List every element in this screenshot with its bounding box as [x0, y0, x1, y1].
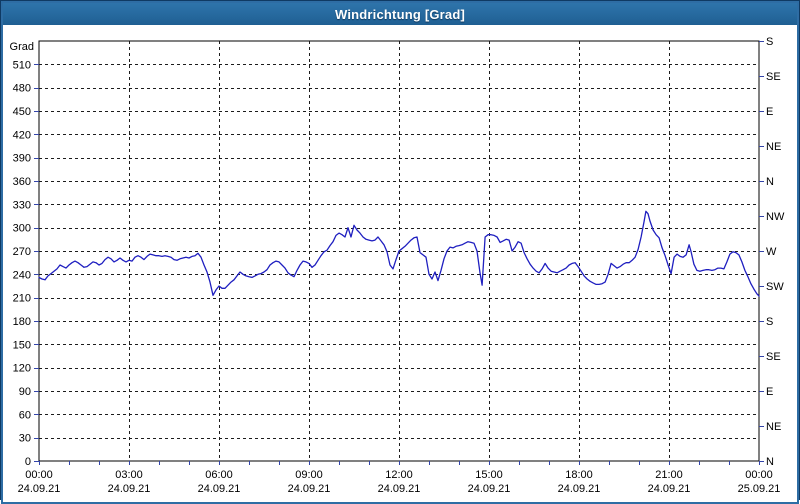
wind-direction-chart: 0 30 60 90 120 150 180 210 240 270 300 330 360 390 420…	[10, 36, 785, 495]
window-titlebar: Windrichtung [Grad]	[3, 3, 797, 25]
y-tick-label: 450	[13, 106, 31, 118]
compass-label: N	[766, 456, 774, 468]
compass-label: NE	[766, 421, 781, 433]
y-tick-label: 240	[13, 269, 31, 281]
x-tick-date-label: 24.09.21	[18, 483, 61, 495]
x-tick-date-label: 24.09.21	[378, 483, 421, 495]
x-tick-date-label: 24.09.21	[468, 483, 511, 495]
x-tick-date-label: 24.09.21	[288, 483, 331, 495]
compass-label: N	[766, 176, 774, 188]
y-tick-label: 120	[13, 363, 31, 375]
x-axis-labels: 00:00 24.09.21 03:00 24.09.21 06:00 24.09.21 0…	[18, 469, 781, 495]
tick-marks	[34, 41, 764, 465]
y-tick-label: 270	[13, 246, 31, 258]
x-tick-time-label: 15:00	[475, 469, 503, 481]
y-tick-label: 390	[13, 153, 31, 165]
x-tick-time-label: 21:00	[655, 469, 683, 481]
compass-label: SE	[766, 71, 781, 83]
y-axis-right-labels: S SE E NE N NW W SW S SE E NE N	[766, 36, 785, 468]
compass-label: W	[766, 246, 777, 258]
compass-label: NW	[766, 211, 785, 223]
y-tick-label: 180	[13, 316, 31, 328]
x-tick-time-label: 00:00	[745, 469, 773, 481]
y-tick-label: 150	[13, 339, 31, 351]
compass-label: SW	[766, 281, 784, 293]
x-tick-time-label: 18:00	[565, 469, 593, 481]
x-tick-date-label: 24.09.21	[648, 483, 691, 495]
y-axis-left-labels: 0 30 60 90 120 150 180 210 240 270 300 330 360 390 420…	[10, 41, 34, 468]
y-tick-label: 90	[19, 386, 31, 398]
x-tick-time-label: 00:00	[25, 469, 53, 481]
wind-direction-line	[38, 210, 760, 297]
x-tick-date-label: 25.09.21	[738, 483, 781, 495]
y-axis-unit-label: Grad	[10, 41, 34, 53]
y-tick-label: 510	[13, 59, 31, 71]
y-tick-label: 420	[13, 129, 31, 141]
y-tick-label: 210	[13, 293, 31, 305]
x-tick-date-label: 24.09.21	[558, 483, 601, 495]
x-tick-date-label: 24.09.21	[198, 483, 241, 495]
x-tick-time-label: 12:00	[385, 469, 413, 481]
compass-label: S	[766, 316, 773, 328]
compass-label: E	[766, 386, 773, 398]
x-tick-date-label: 24.09.21	[108, 483, 151, 495]
x-tick-time-label: 06:00	[205, 469, 233, 481]
y-tick-label: 300	[13, 223, 31, 235]
compass-label: NE	[766, 141, 781, 153]
gridlines	[39, 41, 759, 461]
y-tick-label: 330	[13, 199, 31, 211]
compass-label: E	[766, 106, 773, 118]
window-title: Windrichtung [Grad]	[334, 6, 466, 22]
y-tick-label: 0	[25, 456, 31, 468]
chart-area: 0 30 60 90 120 150 180 210 240 270 300 330 360 390 420…	[3, 25, 797, 502]
y-tick-label: 60	[19, 409, 31, 421]
y-tick-label: 480	[13, 83, 31, 95]
x-tick-time-label: 09:00	[295, 469, 323, 481]
x-tick-time-label: 03:00	[115, 469, 143, 481]
compass-label: S	[766, 36, 773, 48]
compass-label: SE	[766, 351, 781, 363]
y-tick-label: 30	[19, 433, 31, 445]
y-tick-label: 360	[13, 176, 31, 188]
